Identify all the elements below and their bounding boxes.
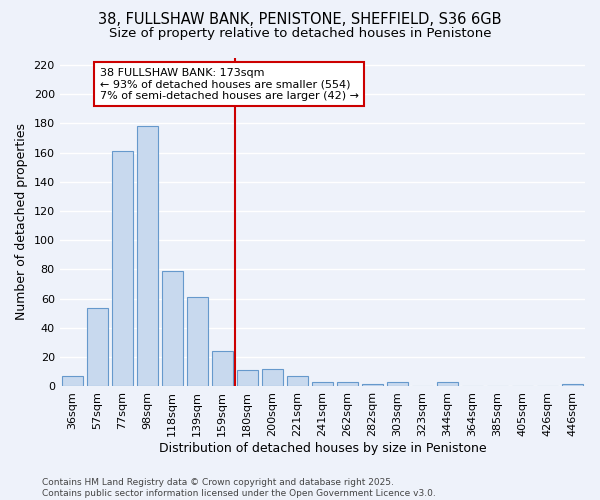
Bar <box>437 382 458 386</box>
Bar <box>212 352 233 386</box>
Text: 38, FULLSHAW BANK, PENISTONE, SHEFFIELD, S36 6GB: 38, FULLSHAW BANK, PENISTONE, SHEFFIELD,… <box>98 12 502 28</box>
Y-axis label: Number of detached properties: Number of detached properties <box>15 124 28 320</box>
Bar <box>287 376 308 386</box>
Bar <box>312 382 333 386</box>
Bar <box>137 126 158 386</box>
Text: 38 FULLSHAW BANK: 173sqm
← 93% of detached houses are smaller (554)
7% of semi-d: 38 FULLSHAW BANK: 173sqm ← 93% of detach… <box>100 68 359 101</box>
Bar <box>262 369 283 386</box>
Bar <box>236 370 258 386</box>
Bar <box>562 384 583 386</box>
Text: Contains HM Land Registry data © Crown copyright and database right 2025.
Contai: Contains HM Land Registry data © Crown c… <box>42 478 436 498</box>
Bar <box>112 151 133 386</box>
Bar <box>387 382 408 386</box>
Bar <box>161 271 183 386</box>
Bar <box>187 298 208 386</box>
X-axis label: Distribution of detached houses by size in Penistone: Distribution of detached houses by size … <box>158 442 486 455</box>
Text: Size of property relative to detached houses in Penistone: Size of property relative to detached ho… <box>109 28 491 40</box>
Bar <box>362 384 383 386</box>
Bar <box>62 376 83 386</box>
Bar <box>337 382 358 386</box>
Bar <box>86 308 108 386</box>
